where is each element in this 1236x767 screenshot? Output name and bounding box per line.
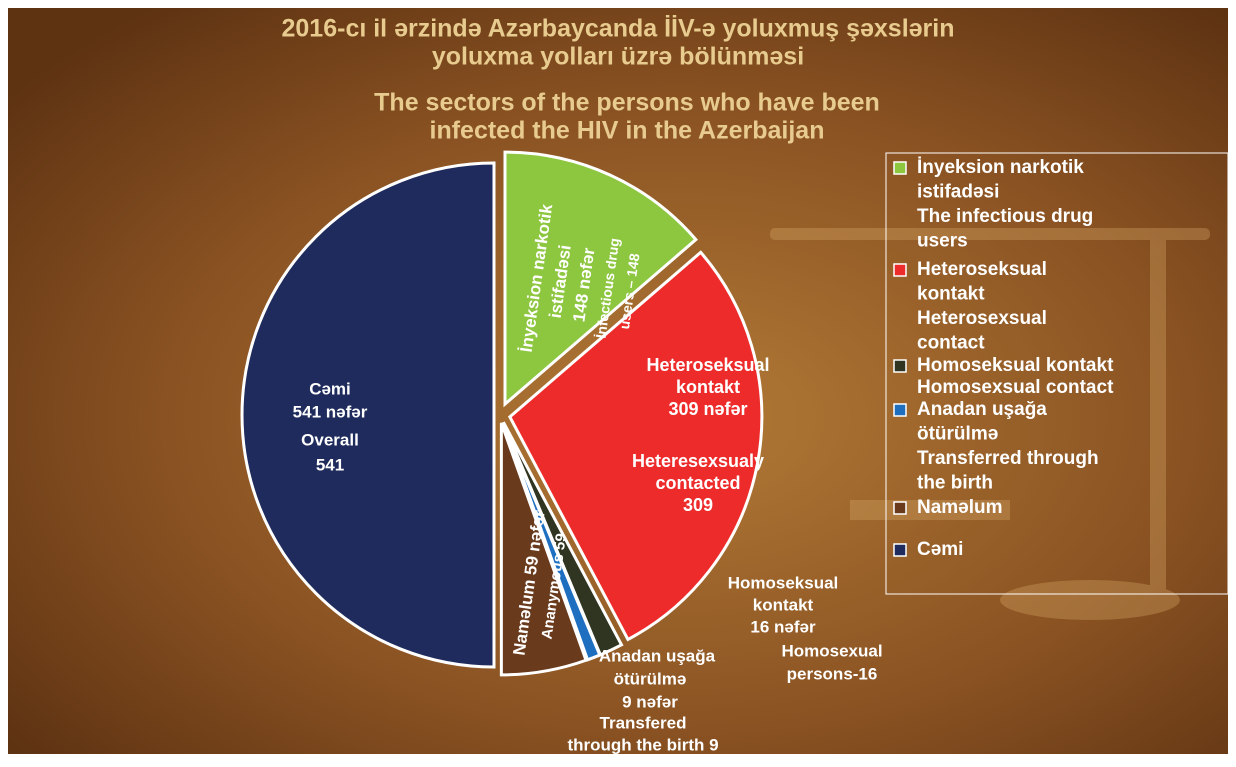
legend-label: users xyxy=(917,231,968,252)
slice-label: 16 nəfər xyxy=(750,617,816,636)
scale-decoration xyxy=(770,228,1210,620)
slice-label: 9 nəfər xyxy=(622,692,678,711)
legend-label: Homosexsual contact xyxy=(917,377,1114,398)
legend-label: the birth xyxy=(917,473,993,494)
legend-label: Homoseksual kontakt xyxy=(917,355,1114,376)
legend-label: istifadəsi xyxy=(917,182,999,203)
slice-label: Cəmi xyxy=(309,379,351,398)
slice-label: kontakt xyxy=(676,377,740,397)
legend-swatch xyxy=(893,403,907,417)
chart-title: 2016-cı il ərzində Azərbaycanda İİV-ə yo… xyxy=(282,15,955,43)
slice-label: Transfered xyxy=(600,713,687,732)
legend-label: Heteroseksual xyxy=(917,259,1047,280)
legend: İnyeksion narkotik istifadəsi The infectio… xyxy=(893,157,1114,560)
slice-label: Heteroseksual xyxy=(646,355,769,375)
slice-label: Homoseksual xyxy=(728,573,839,592)
slice-label: through the birth 9 xyxy=(567,735,718,754)
legend-label: ötürülmə xyxy=(917,424,998,445)
legend-label: İnyeksion narkotik xyxy=(917,157,1084,178)
slice-label: Anadan uşağa xyxy=(599,646,716,665)
slice-label: 309 xyxy=(683,495,713,515)
legend-swatch xyxy=(893,543,907,557)
legend-label: The infectious drug xyxy=(917,206,1093,227)
legend-box xyxy=(885,152,1229,595)
legend-label: Anadan uşağa xyxy=(917,399,1047,420)
slice-label: 541 nəfər xyxy=(293,402,368,421)
slice-label: Homosexual xyxy=(781,641,882,660)
slice-label: Overall xyxy=(301,430,359,449)
chart-subtitle: The sectors of the persons who have been xyxy=(374,89,880,117)
slice-label: kontakt xyxy=(753,595,814,614)
pie xyxy=(240,150,764,677)
legend-label: Cəmi xyxy=(917,539,963,560)
slice-label: Heteresexsualy xyxy=(632,451,764,471)
legend-label: kontakt xyxy=(917,284,985,305)
pie-slice xyxy=(501,421,602,662)
chart-title: yoluxma yolları üzrə bölünməsi xyxy=(432,43,804,71)
slice-label: 309 nəfər xyxy=(668,399,747,419)
pie-slice xyxy=(240,161,496,669)
pie-slice xyxy=(503,150,698,408)
pie-slice xyxy=(507,250,764,642)
chart-subtitle: infected the HIV in the Azerbaijan xyxy=(430,117,825,145)
legend-label: Heterosexsual xyxy=(917,308,1047,329)
legend-label: Transferred through xyxy=(917,448,1099,469)
legend-swatch xyxy=(893,501,907,515)
legend-label: Naməlum xyxy=(917,497,1003,518)
slice-label: 541 xyxy=(316,455,344,474)
legend-swatch xyxy=(893,161,907,175)
slice-label: ötürülmə xyxy=(614,669,687,688)
legend-swatch xyxy=(893,263,907,277)
legend-label: contact xyxy=(917,333,985,354)
slice-label: persons-16 xyxy=(787,664,878,683)
legend-swatch xyxy=(893,359,907,373)
slice-label: contacted xyxy=(655,473,740,493)
pie-slice xyxy=(499,422,588,677)
